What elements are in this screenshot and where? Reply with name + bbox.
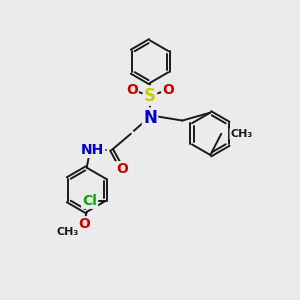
Text: O: O <box>126 83 138 97</box>
Text: CH₃: CH₃ <box>56 227 79 237</box>
Text: CH₃: CH₃ <box>230 129 252 139</box>
Text: O: O <box>162 83 174 97</box>
Text: NH: NH <box>81 143 104 157</box>
Text: Cl: Cl <box>82 194 97 208</box>
Text: S: S <box>144 86 156 104</box>
Text: N: N <box>143 109 157 127</box>
Text: O: O <box>78 217 90 231</box>
Text: O: O <box>116 162 128 176</box>
